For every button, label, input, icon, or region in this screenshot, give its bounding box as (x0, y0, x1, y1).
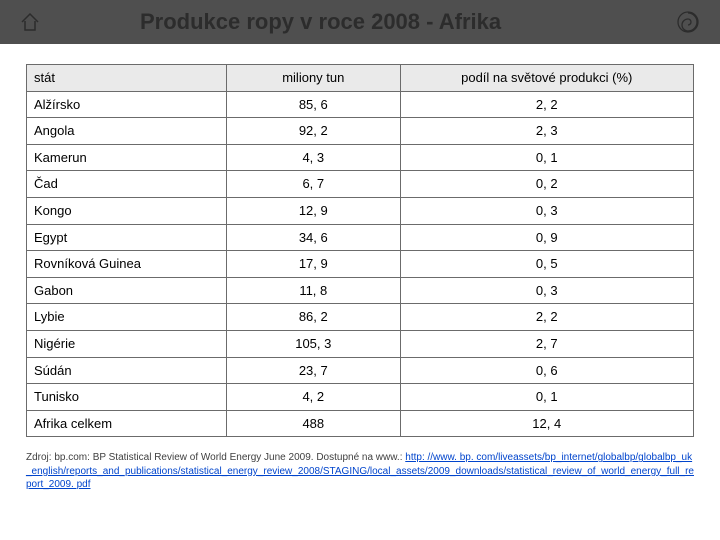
table-cell: 11, 8 (227, 277, 400, 304)
table-cell: 2, 3 (400, 118, 694, 145)
table-cell: 105, 3 (227, 330, 400, 357)
table-cell: 6, 7 (227, 171, 400, 198)
table-row: Nigérie105, 32, 7 (27, 330, 694, 357)
table-row: Alžírsko85, 62, 2 (27, 91, 694, 118)
table-body: Alžírsko85, 62, 2Angola92, 22, 3Kamerun4… (27, 91, 694, 437)
table-cell: Tunisko (27, 384, 227, 411)
table-row: Gabon11, 80, 3 (27, 277, 694, 304)
table-cell: 0, 3 (400, 197, 694, 224)
table-cell: 2, 2 (400, 304, 694, 331)
table-cell: Kamerun (27, 144, 227, 171)
table-cell: 2, 7 (400, 330, 694, 357)
table-cell: 0, 2 (400, 171, 694, 198)
column-header: podíl na světové produkci (%) (400, 65, 694, 92)
table-cell: Alžírsko (27, 91, 227, 118)
table-row: Egypt34, 60, 9 (27, 224, 694, 251)
source-prefix: Zdroj: bp.com: BP Statistical Review of … (26, 452, 405, 463)
table-cell: 2, 2 (400, 91, 694, 118)
table-row: Kongo12, 90, 3 (27, 197, 694, 224)
table-cell: 92, 2 (227, 118, 400, 145)
table-row: Súdán23, 70, 6 (27, 357, 694, 384)
table-cell: 0, 9 (400, 224, 694, 251)
swirl-icon (676, 10, 700, 39)
table-cell: Afrika celkem (27, 410, 227, 437)
table-cell: 12, 9 (227, 197, 400, 224)
column-header: miliony tun (227, 65, 400, 92)
table-cell: 23, 7 (227, 357, 400, 384)
page-title: Produkce ropy v roce 2008 - Afrika (140, 9, 501, 35)
table-row: Kamerun4, 30, 1 (27, 144, 694, 171)
table-cell: Čad (27, 171, 227, 198)
table-cell: 0, 1 (400, 384, 694, 411)
table-cell: 34, 6 (227, 224, 400, 251)
table-cell: 488 (227, 410, 400, 437)
table-cell: 4, 2 (227, 384, 400, 411)
source-citation: Zdroj: bp.com: BP Statistical Review of … (0, 443, 720, 492)
table-row: Rovníková Guinea17, 90, 5 (27, 251, 694, 278)
table-cell: 86, 2 (227, 304, 400, 331)
home-icon (20, 12, 40, 32)
oil-production-table: státmiliony tunpodíl na světové produkci… (26, 64, 694, 437)
table-row: Čad6, 70, 2 (27, 171, 694, 198)
content-area: státmiliony tunpodíl na světové produkci… (0, 44, 720, 443)
table-cell: Gabon (27, 277, 227, 304)
table-cell: 0, 6 (400, 357, 694, 384)
table-row: Afrika celkem48812, 4 (27, 410, 694, 437)
header-bar: Produkce ropy v roce 2008 - Afrika (0, 0, 720, 44)
table-cell: Lybie (27, 304, 227, 331)
table-row: Angola92, 22, 3 (27, 118, 694, 145)
table-head: státmiliony tunpodíl na světové produkci… (27, 65, 694, 92)
table-cell: Súdán (27, 357, 227, 384)
table-cell: Rovníková Guinea (27, 251, 227, 278)
table-row: Tunisko4, 20, 1 (27, 384, 694, 411)
table-cell: Kongo (27, 197, 227, 224)
table-cell: 85, 6 (227, 91, 400, 118)
table-cell: 12, 4 (400, 410, 694, 437)
table-cell: 4, 3 (227, 144, 400, 171)
table-cell: 0, 3 (400, 277, 694, 304)
table-cell: 0, 5 (400, 251, 694, 278)
table-cell: Egypt (27, 224, 227, 251)
column-header: stát (27, 65, 227, 92)
table-cell: 17, 9 (227, 251, 400, 278)
table-cell: 0, 1 (400, 144, 694, 171)
table-row: Lybie86, 22, 2 (27, 304, 694, 331)
table-cell: Angola (27, 118, 227, 145)
table-cell: Nigérie (27, 330, 227, 357)
